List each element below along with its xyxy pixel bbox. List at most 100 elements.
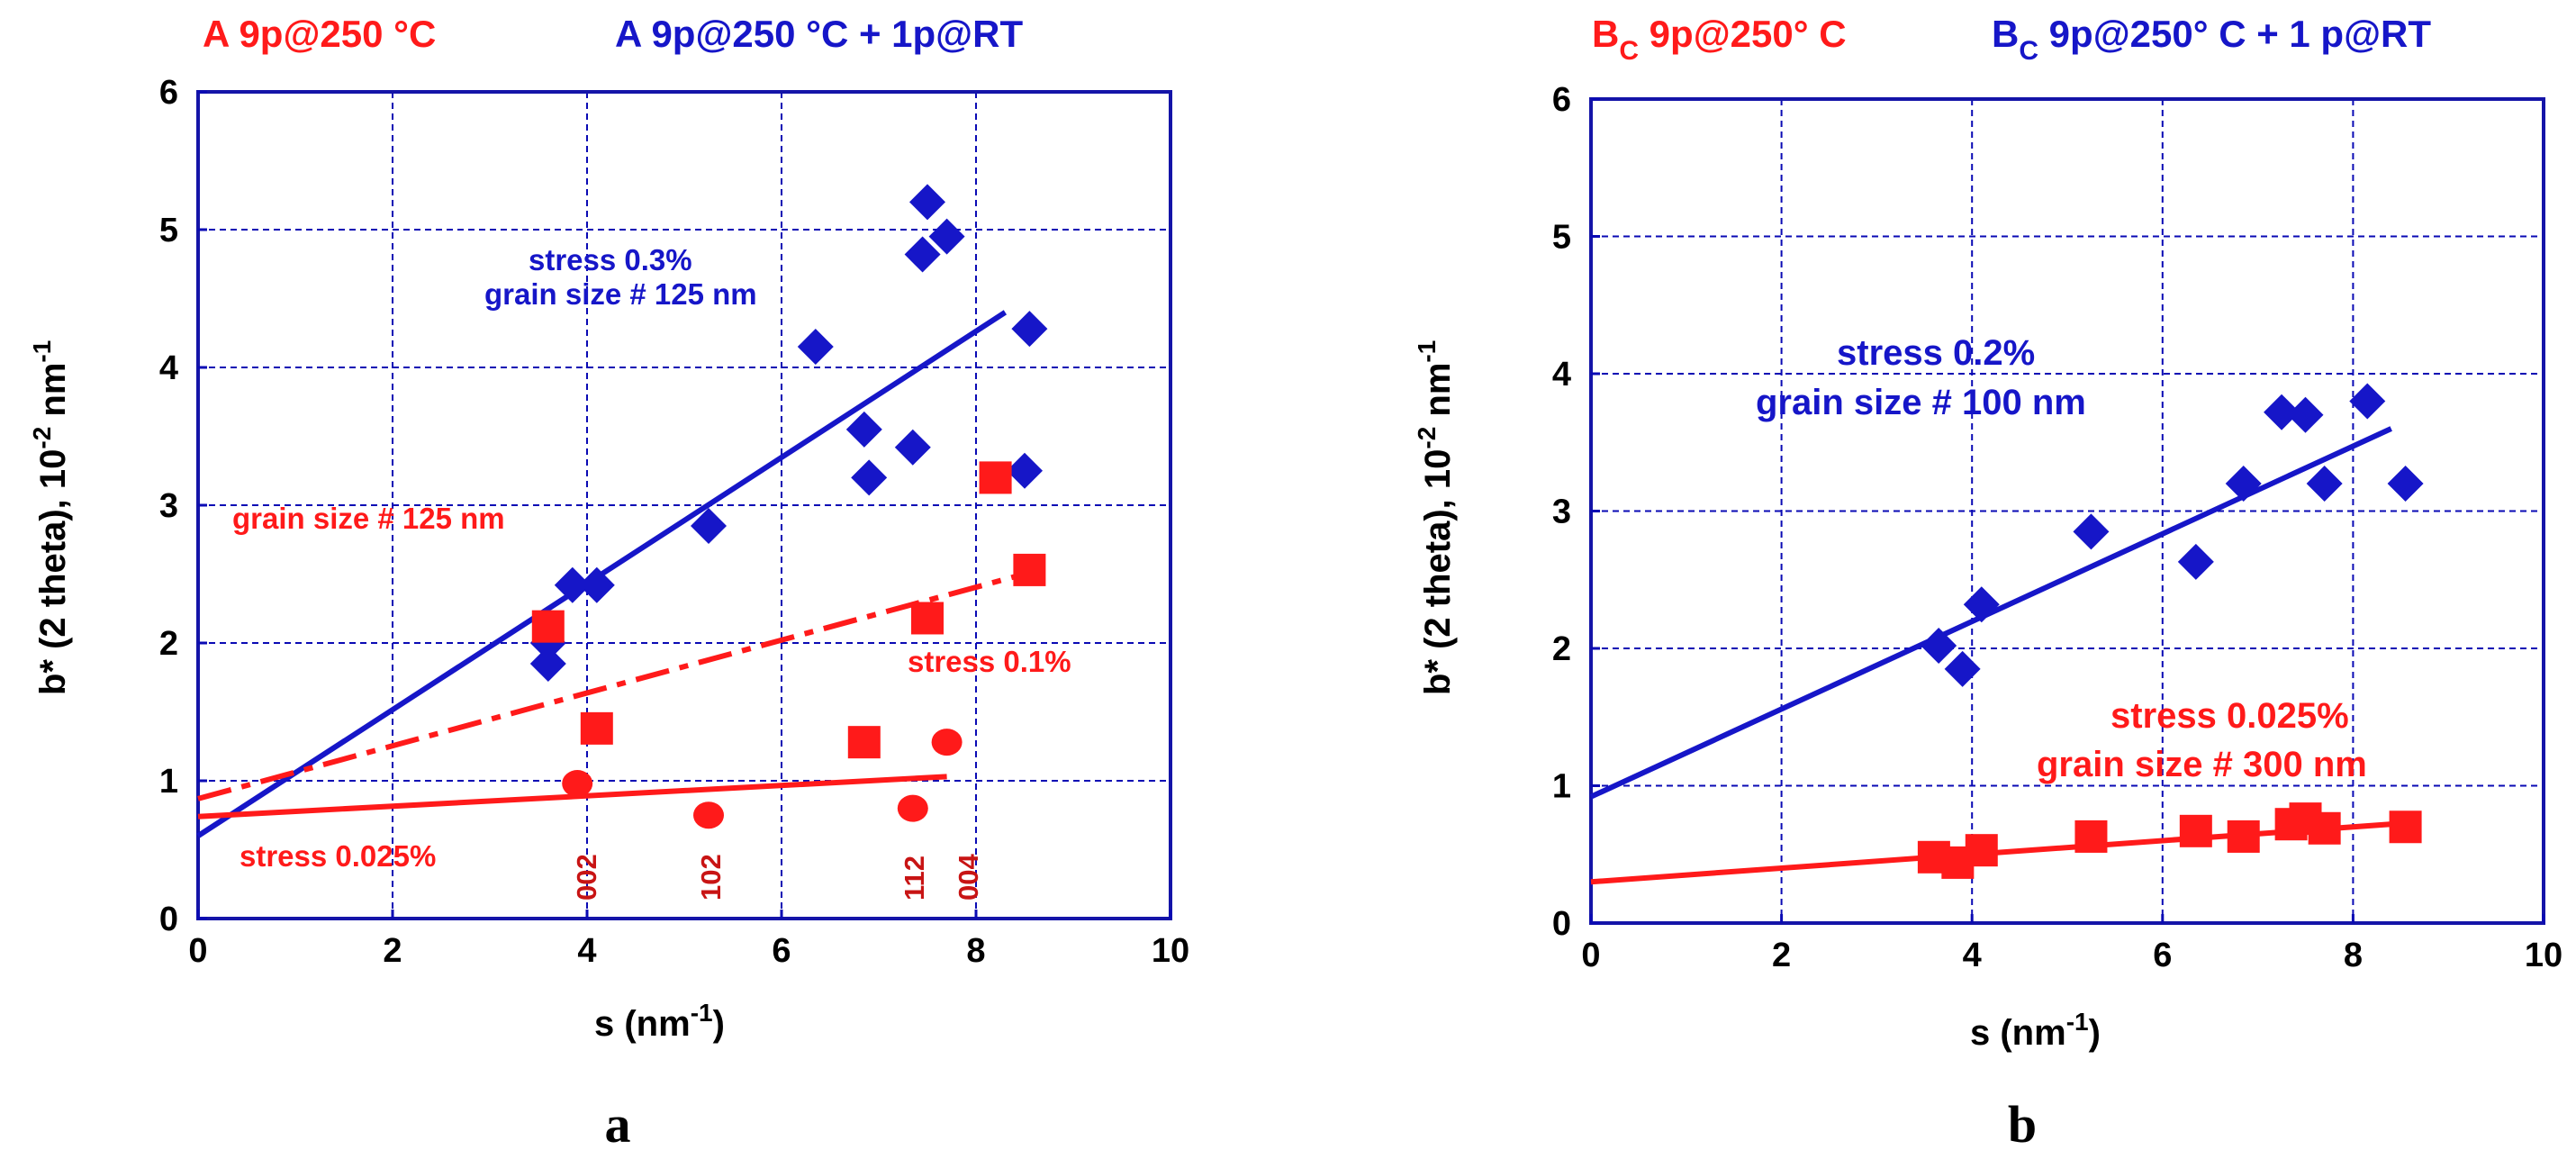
panel-b-y-axis-label: b* (2 theta), 10-2 nm-1	[1413, 340, 1458, 695]
panel-a-square-point-1-3	[911, 602, 944, 635]
panel-b-annotation-blue-grain: grain size # 100 nm	[1756, 383, 2086, 422]
panel-b-x-tick-2: 2	[1772, 937, 1791, 974]
panel-b-diamond-point-0-8	[2306, 466, 2343, 502]
panel-b-y-tick-5: 5	[1552, 219, 1571, 257]
panel-b-diamond-point-0-4	[2177, 543, 2214, 580]
panel-a-annotation-blue-grain: grain size # 125 nm	[484, 277, 757, 311]
panel-b-y-tick-1: 1	[1552, 768, 1571, 806]
panel-a-diamond-point-0-12	[1007, 452, 1043, 489]
panel-b-square-point-1-2	[1965, 834, 1998, 867]
panel-b-annotations: stress 0.2% grain size # 100 nm stress 0…	[1756, 333, 2367, 784]
panel-a-x-tick-0: 0	[188, 932, 207, 970]
panel-a-diamond-point-0-5	[797, 329, 834, 366]
panel-a-annotations: stress 0.3% grain size # 125 nm grain si…	[232, 243, 1071, 873]
panel-a-x-axis-label: s (nm-1)	[594, 999, 725, 1044]
panel-b-x-tick-6: 6	[2153, 937, 2172, 974]
reflection-label-102: 102	[695, 854, 727, 901]
panel-a-square-point-1-2	[847, 726, 881, 759]
panel-a-ticks: 0 2 4 6 8 10 0 1 2 3 4 5 6	[159, 74, 1189, 970]
panel-b-y-tick-0: 0	[1552, 905, 1571, 943]
panel-b-square-point-1-9	[2389, 810, 2422, 844]
panel-b-fit-line-red-1	[1590, 819, 2411, 885]
panel-a-square-point-1-4	[979, 461, 1012, 494]
panel-a-annotation-red-stress-0025: stress 0.025%	[240, 839, 436, 873]
panel-a-diamond-point-0-0	[529, 645, 566, 682]
panel-a-x-tick-2: 2	[383, 932, 402, 970]
panel-a-diamond-point-0-8	[894, 429, 931, 466]
reflection-label-004: 004	[953, 854, 984, 901]
panel-a-circle-point-2-2	[897, 794, 928, 822]
panel-b-legend-blue: BC 9p@250° C + 1 p@RT	[1992, 13, 2431, 66]
panel-a-legend-blue: A 9p@250 °C + 1p@RT	[615, 13, 1023, 55]
panel-b-diamond-point-0-0	[1921, 627, 1957, 664]
panel-b-diamond-point-0-3	[2073, 513, 2110, 550]
panel-a-circle-point-2-1	[693, 801, 724, 829]
panel-b-y-tick-3: 3	[1552, 493, 1571, 531]
panel-b-diamond-point-0-6	[2264, 394, 2300, 430]
panel-a-circle-point-2-0	[562, 770, 593, 798]
panel-a-circle-point-2-3	[931, 729, 963, 756]
panel-a-x-tick-8: 8	[966, 932, 985, 970]
reflection-label-112: 112	[899, 856, 930, 901]
panel-a-y-tick-0: 0	[159, 901, 178, 938]
panel-a-diamond-point-0-11	[928, 218, 965, 255]
panel-a-x-tick-6: 6	[772, 932, 791, 970]
panel-a-diamond-point-0-9	[904, 236, 941, 273]
panel-a-x-tick-10: 10	[1152, 932, 1189, 970]
panel-a-square-point-1-5	[1013, 553, 1046, 586]
panel-a-y-tick-6: 6	[159, 74, 178, 112]
panel-a-y-tick-5: 5	[159, 212, 178, 249]
panel-a: A 9p@250 °C A 9p@250 °C + 1p@RT 0 2 4 6 8 100…	[28, 13, 1189, 1154]
reflection-label-002: 002	[571, 854, 602, 901]
panel-a-diamond-point-0-2	[554, 566, 591, 603]
panel-a-diamond-point-0-6	[845, 411, 882, 448]
panel-b-diamond-point-0-10	[2387, 466, 2424, 502]
panel-b-annotation-red-grain: grain size # 300 nm	[2037, 745, 2367, 784]
panel-b-y-tick-4: 4	[1552, 356, 1571, 394]
panel-b-x-tick-4: 4	[1963, 937, 1982, 974]
panel-a-y-tick-3: 3	[159, 487, 178, 525]
panel-b-diamond-point-0-7	[2287, 396, 2324, 433]
panel-a-square-point-1-1	[580, 711, 613, 745]
panel-a-diamond-point-0-13	[1011, 311, 1048, 348]
panel-a-square-point-1-0	[531, 610, 565, 643]
panel-b-square-point-1-3	[2074, 819, 2108, 853]
panel-b-gridlines	[1591, 99, 2544, 923]
panel-a-annotation-blue-stress: stress 0.3%	[529, 243, 692, 276]
panel-a-x-tick-4: 4	[577, 932, 596, 970]
panel-a-diamond-point-0-10	[909, 184, 945, 221]
panel-a-legend-red: A 9p@250 °C	[203, 13, 436, 55]
panel-a-y-tick-1: 1	[159, 763, 178, 801]
panel-b: BC 9p@250° C BC 9p@250° C + 1 p@RT 0 2 4 6 8…	[1413, 13, 2562, 1154]
panel-b-markers	[1917, 383, 2424, 879]
panel-b-diamond-point-0-9	[2349, 383, 2386, 420]
panel-a-diamond-point-0-4	[691, 507, 727, 544]
panel-a-fit-line-red-2	[197, 774, 947, 819]
panel-b-annotation-red-stress: stress 0.025%	[2111, 696, 2349, 736]
panel-b-legend-red: BC 9p@250° C	[1592, 13, 1847, 66]
panel-a-annotation-red-grain: grain size # 125 nm	[232, 502, 505, 535]
panel-a-diamond-point-0-7	[851, 459, 888, 496]
panel-a-caption: a	[605, 1095, 631, 1154]
panel-b-x-axis-label: s (nm-1)	[1970, 1008, 2101, 1053]
panel-b-square-point-1-5	[2227, 819, 2260, 853]
panel-b-diamond-point-0-1	[1944, 650, 1981, 687]
panel-b-square-point-1-4	[2179, 814, 2212, 847]
panel-a-reflection-labels: 002 102 112 004	[571, 854, 984, 901]
panel-b-y-tick-6: 6	[1552, 81, 1571, 119]
panel-b-caption: b	[2008, 1095, 2037, 1154]
panel-b-y-tick-2: 2	[1552, 630, 1571, 668]
panel-b-x-tick-0: 0	[1581, 937, 1600, 974]
panel-a-lines	[196, 310, 1035, 838]
panel-a-diamond-point-0-3	[578, 566, 615, 603]
panel-a-y-tick-2: 2	[159, 625, 178, 663]
panel-b-diamond-point-0-2	[1963, 586, 2000, 623]
panel-b-x-tick-10: 10	[2525, 937, 2562, 974]
panel-a-y-tick-4: 4	[159, 349, 178, 387]
panel-a-fit-line-red-1	[197, 568, 1035, 801]
panel-a-annotation-red-stress-01: stress 0.1%	[908, 645, 1071, 678]
panel-b-square-point-1-8	[2308, 811, 2341, 845]
panel-b-diamond-point-0-5	[2225, 466, 2262, 502]
panel-a-markers	[529, 184, 1048, 829]
